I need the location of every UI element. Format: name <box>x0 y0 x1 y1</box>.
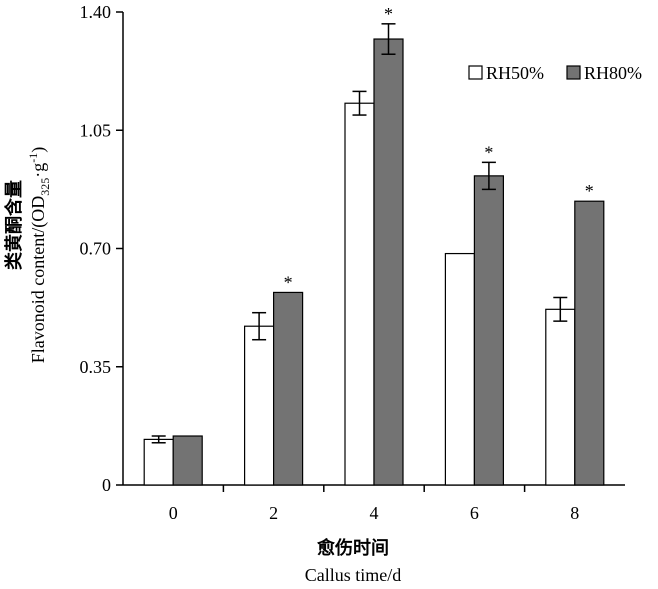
bar-rh50-4 <box>344 102 375 486</box>
legend-label-rh50: RH50% <box>486 63 544 83</box>
legend-swatch-rh80 <box>566 65 581 80</box>
bar-rh50-0 <box>143 438 174 486</box>
x-axis-label-en: Callus time/d <box>305 565 402 585</box>
x-tick-label: 4 <box>370 503 379 523</box>
x-tick-label: 0 <box>169 503 178 523</box>
bar-rh80-2 <box>273 291 304 486</box>
bar-rh80-0 <box>172 435 203 486</box>
y-tick-label: 1.40 <box>80 2 112 22</box>
y-axis-ticks: 0 0.35 0.70 1.05 1.40 <box>80 2 123 495</box>
y-tick-label: 0.70 <box>80 239 112 259</box>
x-axis-ticks: 0 2 4 6 8 <box>169 485 579 523</box>
y-tick-label: 0 <box>102 475 111 495</box>
significance-star: * <box>484 142 493 162</box>
bar-rh50-6 <box>444 252 475 486</box>
legend-swatch-rh50 <box>468 65 483 80</box>
x-axis-label-cn: 愈伤时间 <box>316 537 389 559</box>
bars-group: * * * * <box>143 4 605 486</box>
bar-rh80-4 <box>373 38 404 486</box>
bar-rh80-8 <box>574 200 605 486</box>
significance-star: * <box>384 4 393 24</box>
significance-star: * <box>585 181 594 201</box>
y-tick-label: 1.05 <box>80 120 112 140</box>
legend-label-rh80: RH80% <box>584 63 642 83</box>
x-tick-label: 6 <box>470 503 479 523</box>
y-axis-label-cn: 类黄酮含量 <box>3 180 25 270</box>
y-axis-label-en: Flavonoid content/(OD325·g-1) <box>26 147 52 363</box>
y-tick-label: 0.35 <box>80 357 112 377</box>
legend: RH50% RH80% <box>468 63 642 83</box>
bar-rh50-2 <box>244 325 275 486</box>
x-tick-label: 2 <box>269 503 278 523</box>
bar-rh80-6 <box>473 175 504 486</box>
y-axis-label: 类黄酮含量 <box>3 180 25 270</box>
x-tick-label: 8 <box>570 503 579 523</box>
significance-star: * <box>284 272 293 292</box>
bar-rh50-8 <box>545 308 576 486</box>
